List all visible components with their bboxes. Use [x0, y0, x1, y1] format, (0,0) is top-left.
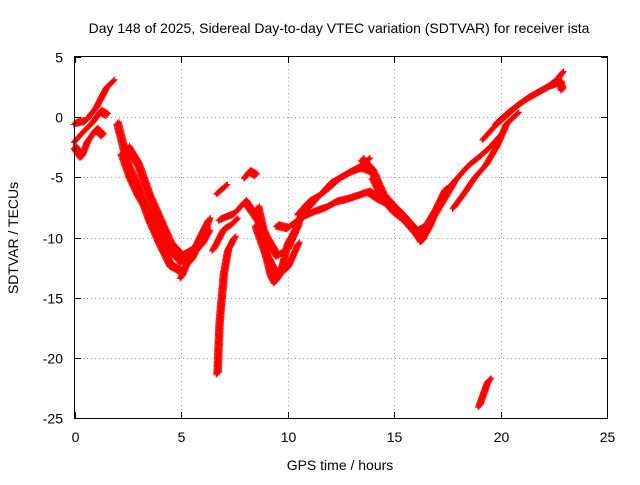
series-s5	[113, 119, 213, 276]
chart-title: Day 148 of 2025, Sidereal Day-to-day VTE…	[89, 20, 590, 36]
series-s7	[177, 215, 213, 281]
data-points	[71, 68, 567, 410]
series-s3	[71, 125, 107, 161]
series-s9	[213, 233, 239, 378]
series-s11	[241, 167, 260, 182]
series-s10	[213, 181, 230, 197]
series-s18	[358, 155, 450, 245]
